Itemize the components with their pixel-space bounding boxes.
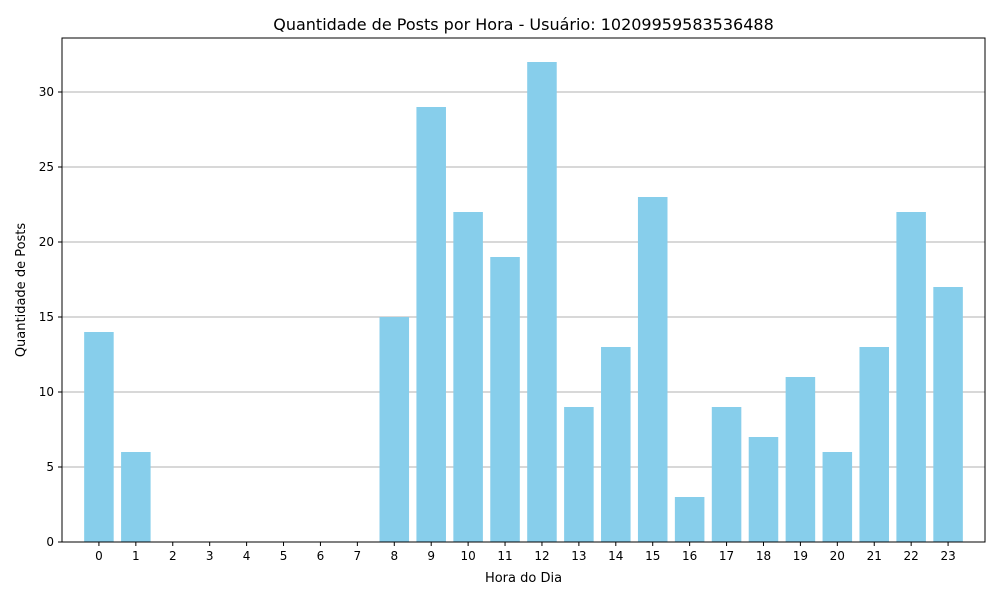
x-tick-label: 4 bbox=[243, 549, 251, 563]
x-tick-label: 23 bbox=[940, 549, 955, 563]
x-tick-label: 5 bbox=[280, 549, 288, 563]
x-axis-ticks: 0 1 2 3 4 5 6 7 8 9 10 11 12 13 14 15 16 17 18 19 20 21 22 23 bbox=[95, 542, 956, 563]
y-tick-label: 25 bbox=[39, 160, 54, 174]
y-tick-label: 0 bbox=[46, 535, 54, 549]
bar bbox=[379, 317, 410, 542]
x-tick-label: 15 bbox=[645, 549, 660, 563]
x-tick-label: 18 bbox=[756, 549, 771, 563]
bar bbox=[564, 407, 594, 542]
bar bbox=[748, 437, 779, 542]
bar bbox=[416, 107, 446, 542]
y-tick-label: 10 bbox=[39, 385, 54, 399]
x-tick-label: 8 bbox=[390, 549, 398, 563]
bar bbox=[896, 212, 926, 542]
plot-frame bbox=[61, 37, 986, 543]
x-tick-label: 9 bbox=[427, 549, 435, 563]
y-tick-label: 5 bbox=[46, 460, 54, 474]
bar bbox=[933, 287, 963, 542]
y-tick-label: 30 bbox=[39, 85, 54, 99]
x-axis-label: Hora do Dia bbox=[485, 571, 562, 586]
y-axis-ticks: 0 5 10 15 20 25 30 bbox=[39, 85, 62, 549]
y-tick-label: 20 bbox=[39, 235, 54, 249]
x-tick-label: 10 bbox=[460, 549, 475, 563]
bar bbox=[859, 347, 890, 542]
y-axis-label: Quantidade de Posts bbox=[14, 223, 29, 358]
bar bbox=[84, 332, 114, 542]
x-tick-label: 19 bbox=[793, 549, 808, 563]
x-tick-label: 16 bbox=[682, 549, 697, 563]
x-tick-label: 6 bbox=[317, 549, 325, 563]
bar bbox=[490, 257, 520, 542]
x-tick-label: 20 bbox=[830, 549, 845, 563]
x-tick-label: 17 bbox=[719, 549, 734, 563]
x-tick-label: 21 bbox=[867, 549, 882, 563]
bars bbox=[84, 62, 963, 542]
bar bbox=[674, 497, 705, 542]
x-tick-label: 3 bbox=[206, 549, 214, 563]
bar bbox=[601, 347, 631, 542]
x-tick-label: 0 bbox=[95, 549, 103, 563]
bar bbox=[785, 377, 816, 542]
y-tick-label: 15 bbox=[39, 310, 54, 324]
x-tick-label: 22 bbox=[904, 549, 919, 563]
bar bbox=[637, 197, 668, 542]
x-tick-label: 13 bbox=[571, 549, 586, 563]
x-tick-label: 11 bbox=[497, 549, 512, 563]
x-tick-label: 2 bbox=[169, 549, 177, 563]
x-tick-label: 14 bbox=[608, 549, 623, 563]
bar bbox=[711, 407, 742, 542]
gridlines bbox=[62, 91, 985, 543]
x-tick-label: 7 bbox=[354, 549, 362, 563]
bar bbox=[527, 62, 557, 542]
x-tick-label: 1 bbox=[132, 549, 140, 563]
x-tick-label: 12 bbox=[534, 549, 549, 563]
bar bbox=[453, 212, 483, 542]
bar bbox=[121, 452, 151, 542]
bar bbox=[822, 452, 853, 542]
chart-title: Quantidade de Posts por Hora - Usuário: … bbox=[273, 15, 774, 34]
